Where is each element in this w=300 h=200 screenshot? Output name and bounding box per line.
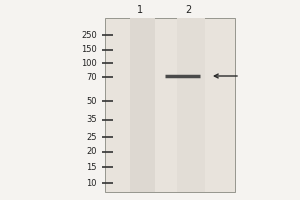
Text: 15: 15 <box>86 162 97 171</box>
Bar <box>177 18 205 192</box>
Text: 25: 25 <box>86 132 97 142</box>
Bar <box>105 18 235 192</box>
Text: 20: 20 <box>86 148 97 156</box>
Text: 70: 70 <box>86 72 97 82</box>
Text: 100: 100 <box>81 58 97 68</box>
Bar <box>130 18 155 192</box>
Text: 50: 50 <box>86 97 97 106</box>
Text: 35: 35 <box>86 116 97 124</box>
Text: 250: 250 <box>81 30 97 40</box>
Text: 2: 2 <box>185 5 191 15</box>
Text: 10: 10 <box>86 178 97 188</box>
Text: 150: 150 <box>81 46 97 54</box>
Text: 1: 1 <box>137 5 143 15</box>
